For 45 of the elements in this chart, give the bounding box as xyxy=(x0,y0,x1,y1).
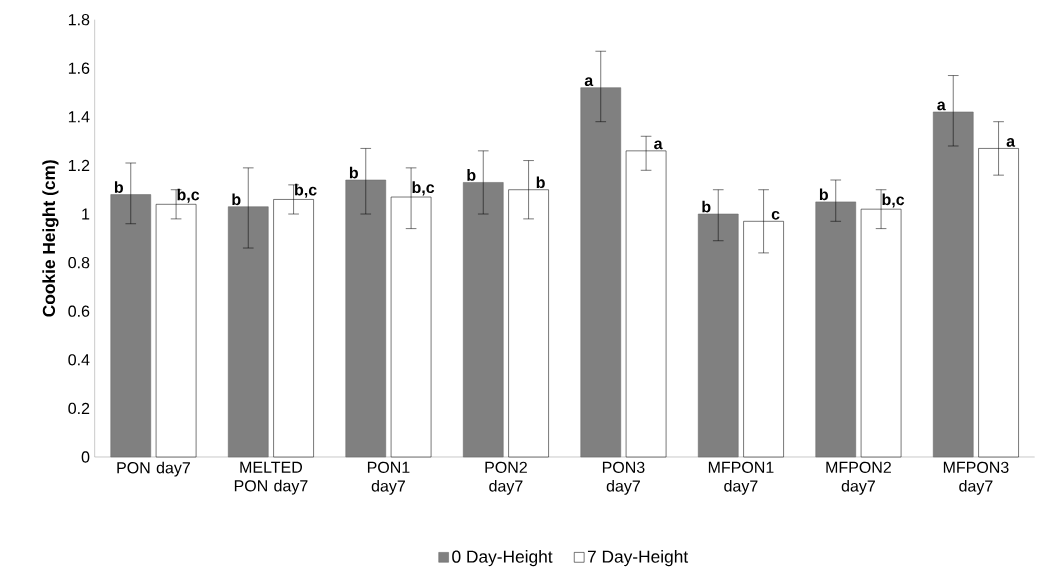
bar xyxy=(227,206,269,458)
legend-label: 7 Day-Height xyxy=(587,550,689,567)
x-tick-label: MFPON1 day7 xyxy=(708,461,774,495)
x-tick-label: PON2 day7 xyxy=(485,461,527,495)
data-label: a xyxy=(654,140,663,150)
bar xyxy=(697,213,739,458)
y-tick-label: 1 xyxy=(82,208,90,220)
bar xyxy=(345,179,387,458)
x-tick-label: PON day7 xyxy=(117,461,190,477)
data-label: b xyxy=(536,176,545,189)
data-label: a xyxy=(937,101,946,111)
data-label: a xyxy=(1006,138,1016,147)
bar xyxy=(580,87,622,458)
y-axis-title: Cookie Height (cm) xyxy=(42,160,59,317)
y-tick-label: 0.8 xyxy=(68,256,90,269)
y-tick-label: 1.4 xyxy=(68,111,90,123)
data-label: c xyxy=(771,210,780,220)
data-label: b,c xyxy=(295,183,317,198)
data-label: b xyxy=(349,166,358,179)
data-label: b xyxy=(467,169,476,181)
y-tick-label: 0.2 xyxy=(68,402,90,415)
y-tick-label: 0 xyxy=(81,451,90,463)
bar xyxy=(110,194,152,458)
x-tick-label: MFPON3 day7 xyxy=(943,461,1009,495)
x-tick-label: PON3 day7 xyxy=(602,461,645,495)
x-tick-label: PON1 day7 xyxy=(367,461,410,495)
bar xyxy=(462,182,504,458)
x-tick-label: MFPON2 day7 xyxy=(826,461,891,495)
y-tick-label: 1.6 xyxy=(68,62,90,74)
y-tick-label: 1.2 xyxy=(68,159,90,172)
legend-label: 0 Day-Height xyxy=(452,550,553,567)
data-label: b xyxy=(232,193,241,206)
data-label: b xyxy=(702,200,711,213)
data-label: a xyxy=(584,77,594,87)
data-label: b,c xyxy=(882,193,905,208)
y-tick-label: 0.4 xyxy=(68,354,90,366)
y-tick-label: 1.8 xyxy=(68,14,90,26)
bar xyxy=(932,111,974,458)
data-label: b xyxy=(114,181,123,193)
data-label: b xyxy=(819,188,828,201)
x-tick-label: MELTED PON day7 xyxy=(234,461,308,495)
y-tick-label: 0.6 xyxy=(68,305,90,317)
bar xyxy=(815,201,857,458)
data-label: b,c xyxy=(177,188,200,203)
data-label: b,c xyxy=(412,181,435,196)
